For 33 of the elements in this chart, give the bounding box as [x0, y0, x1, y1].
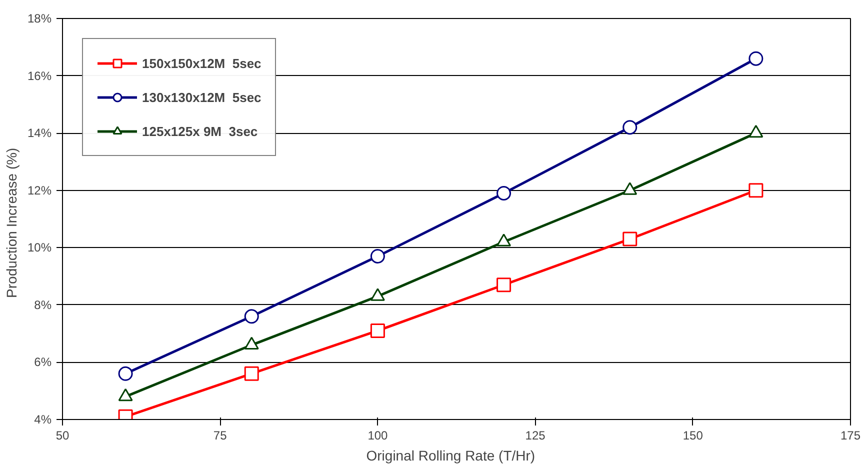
point	[748, 183, 764, 198]
x-tick-label: 150	[682, 428, 704, 442]
point	[244, 309, 259, 324]
y-tick-label: 4%	[34, 412, 52, 426]
x-tick-label: 175	[840, 428, 861, 442]
x-tick-label: 75	[213, 428, 228, 442]
y-tick-label: 8%	[34, 298, 52, 312]
y-tick-label: 12%	[27, 183, 52, 198]
legend-label: 130x130x12M 5sec	[142, 90, 262, 104]
y-axis-title: Production Increase (%)	[3, 148, 20, 298]
point	[622, 120, 638, 135]
y-tick-label: 14%	[27, 126, 52, 140]
point	[370, 323, 385, 338]
x-tick-label: 100	[368, 428, 388, 442]
point	[622, 232, 638, 246]
y-tick-label: 16%	[27, 68, 52, 83]
point	[118, 388, 133, 402]
point	[496, 186, 512, 200]
y-tick-label: 18%	[27, 12, 52, 26]
x-tick-label: 50	[56, 428, 70, 442]
point	[748, 51, 764, 66]
x-axis-title: Original Rolling Rate (T/Hr)	[366, 448, 536, 464]
legend-label: 125x125x 9M 3sec	[142, 124, 258, 138]
point	[118, 366, 133, 381]
x-tick-label: 125	[525, 428, 546, 442]
y-tick-label: 10%	[27, 240, 52, 255]
point	[496, 278, 512, 292]
y-tick-label: 6%	[34, 355, 52, 370]
legend-label: 150x150x12M 5sec	[142, 56, 262, 70]
point	[244, 366, 259, 381]
point	[370, 288, 385, 301]
point	[370, 249, 385, 264]
point	[244, 336, 259, 350]
